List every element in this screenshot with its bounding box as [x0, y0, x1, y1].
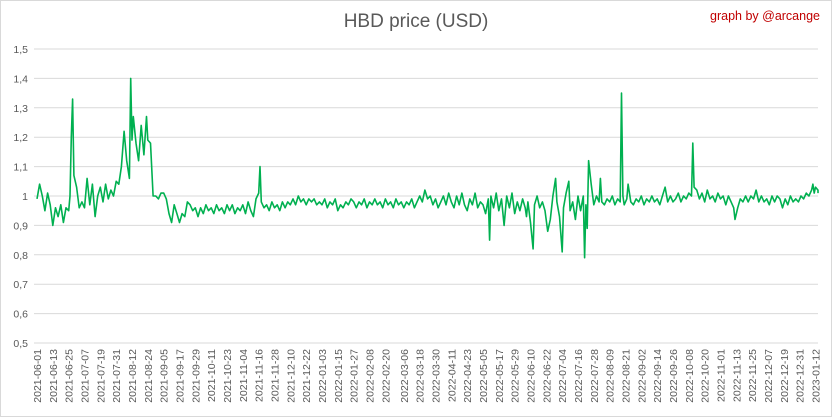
x-tick-label: 2022-07-16: [573, 349, 585, 403]
x-tick-label: 2021-12-10: [285, 349, 297, 403]
x-tick-label: 2022-09-14: [652, 349, 664, 403]
x-tick-label: 2021-06-13: [48, 349, 60, 403]
chart-title: HBD price (USD): [343, 11, 489, 32]
x-tick-label: 2021-06-01: [32, 349, 44, 403]
y-tick-label: 0,7: [13, 279, 28, 291]
x-tick-label: 2022-01-27: [349, 349, 361, 403]
x-tick-label: 2022-03-30: [430, 349, 442, 403]
x-tick-label: 2021-09-17: [175, 349, 187, 403]
series-line-hbd-price: [36, 77, 819, 259]
y-tick-label: 1: [22, 191, 28, 203]
x-tick-label: 2021-09-05: [159, 349, 171, 403]
x-tick-label: 2021-07-19: [95, 349, 107, 403]
y-tick-label: 0,9: [13, 220, 28, 232]
x-tick-label: 2022-09-02: [636, 349, 648, 403]
x-tick-label: 2021-07-07: [80, 349, 92, 403]
x-tick-label: 2021-10-11: [206, 349, 218, 402]
y-tick-label: 1,3: [13, 103, 28, 115]
x-tick-label: 2021-11-16: [254, 349, 266, 402]
x-tick-label: 2021-09-29: [190, 349, 202, 403]
x-tick-label: 2022-06-22: [541, 349, 553, 403]
x-tick-label: 2022-05-29: [510, 349, 522, 403]
x-tick-label: 2022-05-05: [478, 349, 490, 403]
x-tick-label: 2021-08-24: [143, 349, 155, 403]
x-tick-label: 2022-01-03: [317, 349, 329, 403]
credit-label: graph by @arcange: [710, 9, 820, 23]
y-tick-label: 0,8: [13, 250, 28, 262]
x-tick-label: 2022-04-11: [446, 349, 458, 402]
x-tick-label: 2022-11-01: [716, 349, 728, 402]
x-tick-label: 2022-11-25: [747, 349, 759, 402]
x-tick-label: 2022-08-09: [605, 349, 617, 403]
x-tick-label: 2022-03-06: [399, 349, 411, 403]
x-tick-label: 2022-07-04: [557, 349, 569, 403]
x-tick-label: 2022-09-26: [668, 349, 680, 403]
x-tick-label: 2022-07-28: [589, 349, 601, 403]
x-tick-label: 2021-08-12: [127, 349, 139, 403]
x-tick-label: 2022-01-15: [333, 349, 345, 403]
x-tick-label: 2021-11-28: [270, 349, 282, 402]
x-tick-label: 2022-12-07: [763, 349, 775, 403]
y-tick-label: 1,1: [13, 162, 28, 174]
x-tick-label: 2021-12-22: [301, 349, 313, 403]
x-tick-label: 2022-08-21: [621, 349, 633, 403]
x-tick-label: 2022-10-08: [684, 349, 696, 403]
x-tick-label: 2021-11-04: [238, 349, 250, 402]
y-axis-ticks: 0,5 0,6 0,7 0,8 0,9 1 1,1 1,2 1,3 1,4 1,5: [13, 44, 28, 350]
x-tick-label: 2021-07-31: [111, 349, 123, 403]
x-tick-label: 2022-12-31: [795, 349, 807, 403]
x-tick-label: 2023-01-12: [811, 349, 823, 403]
x-tick-label: 2022-11-13: [731, 349, 743, 402]
y-tick-label: 1,5: [13, 44, 28, 56]
x-tick-label: 2022-12-19: [779, 349, 791, 403]
x-tick-label: 2022-03-18: [415, 349, 427, 403]
x-tick-label: 2021-06-25: [64, 349, 76, 403]
x-tick-label: 2022-10-20: [700, 349, 712, 403]
y-tick-label: 0,6: [13, 309, 28, 321]
x-tick-label: 2022-05-17: [494, 349, 506, 403]
x-tick-label: 2021-10-23: [222, 349, 234, 403]
y-tick-label: 1,2: [13, 132, 28, 144]
x-tick-label: 2022-02-08: [365, 349, 377, 403]
x-axis-ticks: 2021-06-01 2021-06-13 2021-06-25 2021-07-07…: [32, 349, 823, 403]
y-tick-label: 0,5: [13, 338, 28, 350]
x-tick-label: 2022-02-20: [380, 349, 392, 403]
x-tick-label: 2022-04-23: [462, 349, 474, 403]
x-tick-label: 2022-06-10: [525, 349, 537, 403]
y-tick-label: 1,4: [13, 73, 28, 85]
